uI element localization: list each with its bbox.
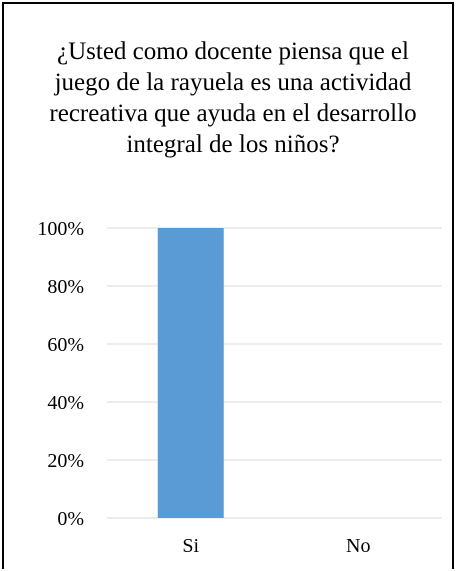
bar-si [157,228,224,518]
y-tick-label: 40% [47,392,84,414]
chart-title: ¿Usted como docente piensa que el juego … [49,38,417,158]
y-tick-label: 0% [57,508,84,530]
x-tick-label: Si [182,535,199,557]
x-tick-label: No [346,535,370,557]
chart-frame: ¿Usted como docente piensa que el juego … [2,2,454,569]
y-tick-label: 60% [47,334,84,356]
y-tick-label: 20% [47,450,84,472]
y-tick-label: 100% [37,218,84,240]
y-tick-label: 80% [47,276,84,298]
plot-area: 0% 20% 40% 60% 80% 100% Si No [37,218,442,557]
